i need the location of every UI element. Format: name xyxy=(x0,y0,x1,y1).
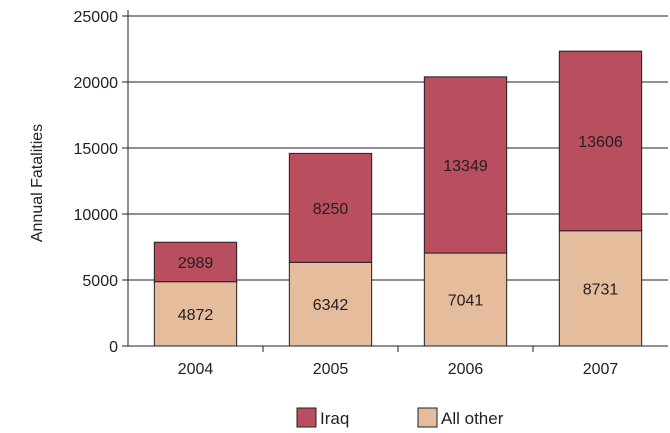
data-label: 4872 xyxy=(178,307,214,324)
legend-swatch-all-other xyxy=(417,407,438,428)
x-tick-label: 2006 xyxy=(448,361,484,378)
bar-segment-iraq xyxy=(558,50,643,232)
axes: Annual Fatalities xyxy=(29,10,668,352)
data-label: 8731 xyxy=(583,281,619,298)
y-tick-labels: 0 5000 10000 15000 20000 25000 xyxy=(74,9,119,356)
y-tick-label: 5000 xyxy=(82,273,118,290)
bars xyxy=(153,50,643,347)
bar-segment-iraq xyxy=(288,152,373,263)
data-label: 7041 xyxy=(448,293,484,310)
bar-segment-all-other xyxy=(153,281,238,347)
x-tick-label: 2005 xyxy=(313,361,349,378)
x-tick-label: 2004 xyxy=(178,361,214,378)
bar-segment-iraq xyxy=(423,76,508,254)
y-tick-label: 15000 xyxy=(74,141,119,158)
x-tick-label: 2007 xyxy=(583,361,619,378)
data-label: 6342 xyxy=(313,297,349,314)
data-label: 2989 xyxy=(178,255,214,272)
y-tick-label: 10000 xyxy=(74,207,119,224)
y-tick-label: 25000 xyxy=(74,9,119,26)
x-tick-labels: 2004 2005 2006 2007 xyxy=(178,361,619,378)
data-label: 8250 xyxy=(313,201,349,218)
bar-segment-iraq xyxy=(153,241,238,283)
y-tick-label: 20000 xyxy=(74,75,119,92)
y-axis-title: Annual Fatalities xyxy=(29,124,46,242)
data-label: 13606 xyxy=(578,134,623,151)
legend-label: All other xyxy=(441,409,504,428)
data-label: 13349 xyxy=(443,158,488,175)
bar-segment-all-other xyxy=(558,230,643,347)
legend-label: Iraq xyxy=(320,409,349,428)
legend-swatch-iraq xyxy=(296,407,317,428)
legend: Iraq All other xyxy=(296,407,504,428)
y-tick-label: 0 xyxy=(109,339,118,356)
data-labels: 4872 2989 6342 8250 7041 13349 8731 13606 xyxy=(178,134,623,324)
